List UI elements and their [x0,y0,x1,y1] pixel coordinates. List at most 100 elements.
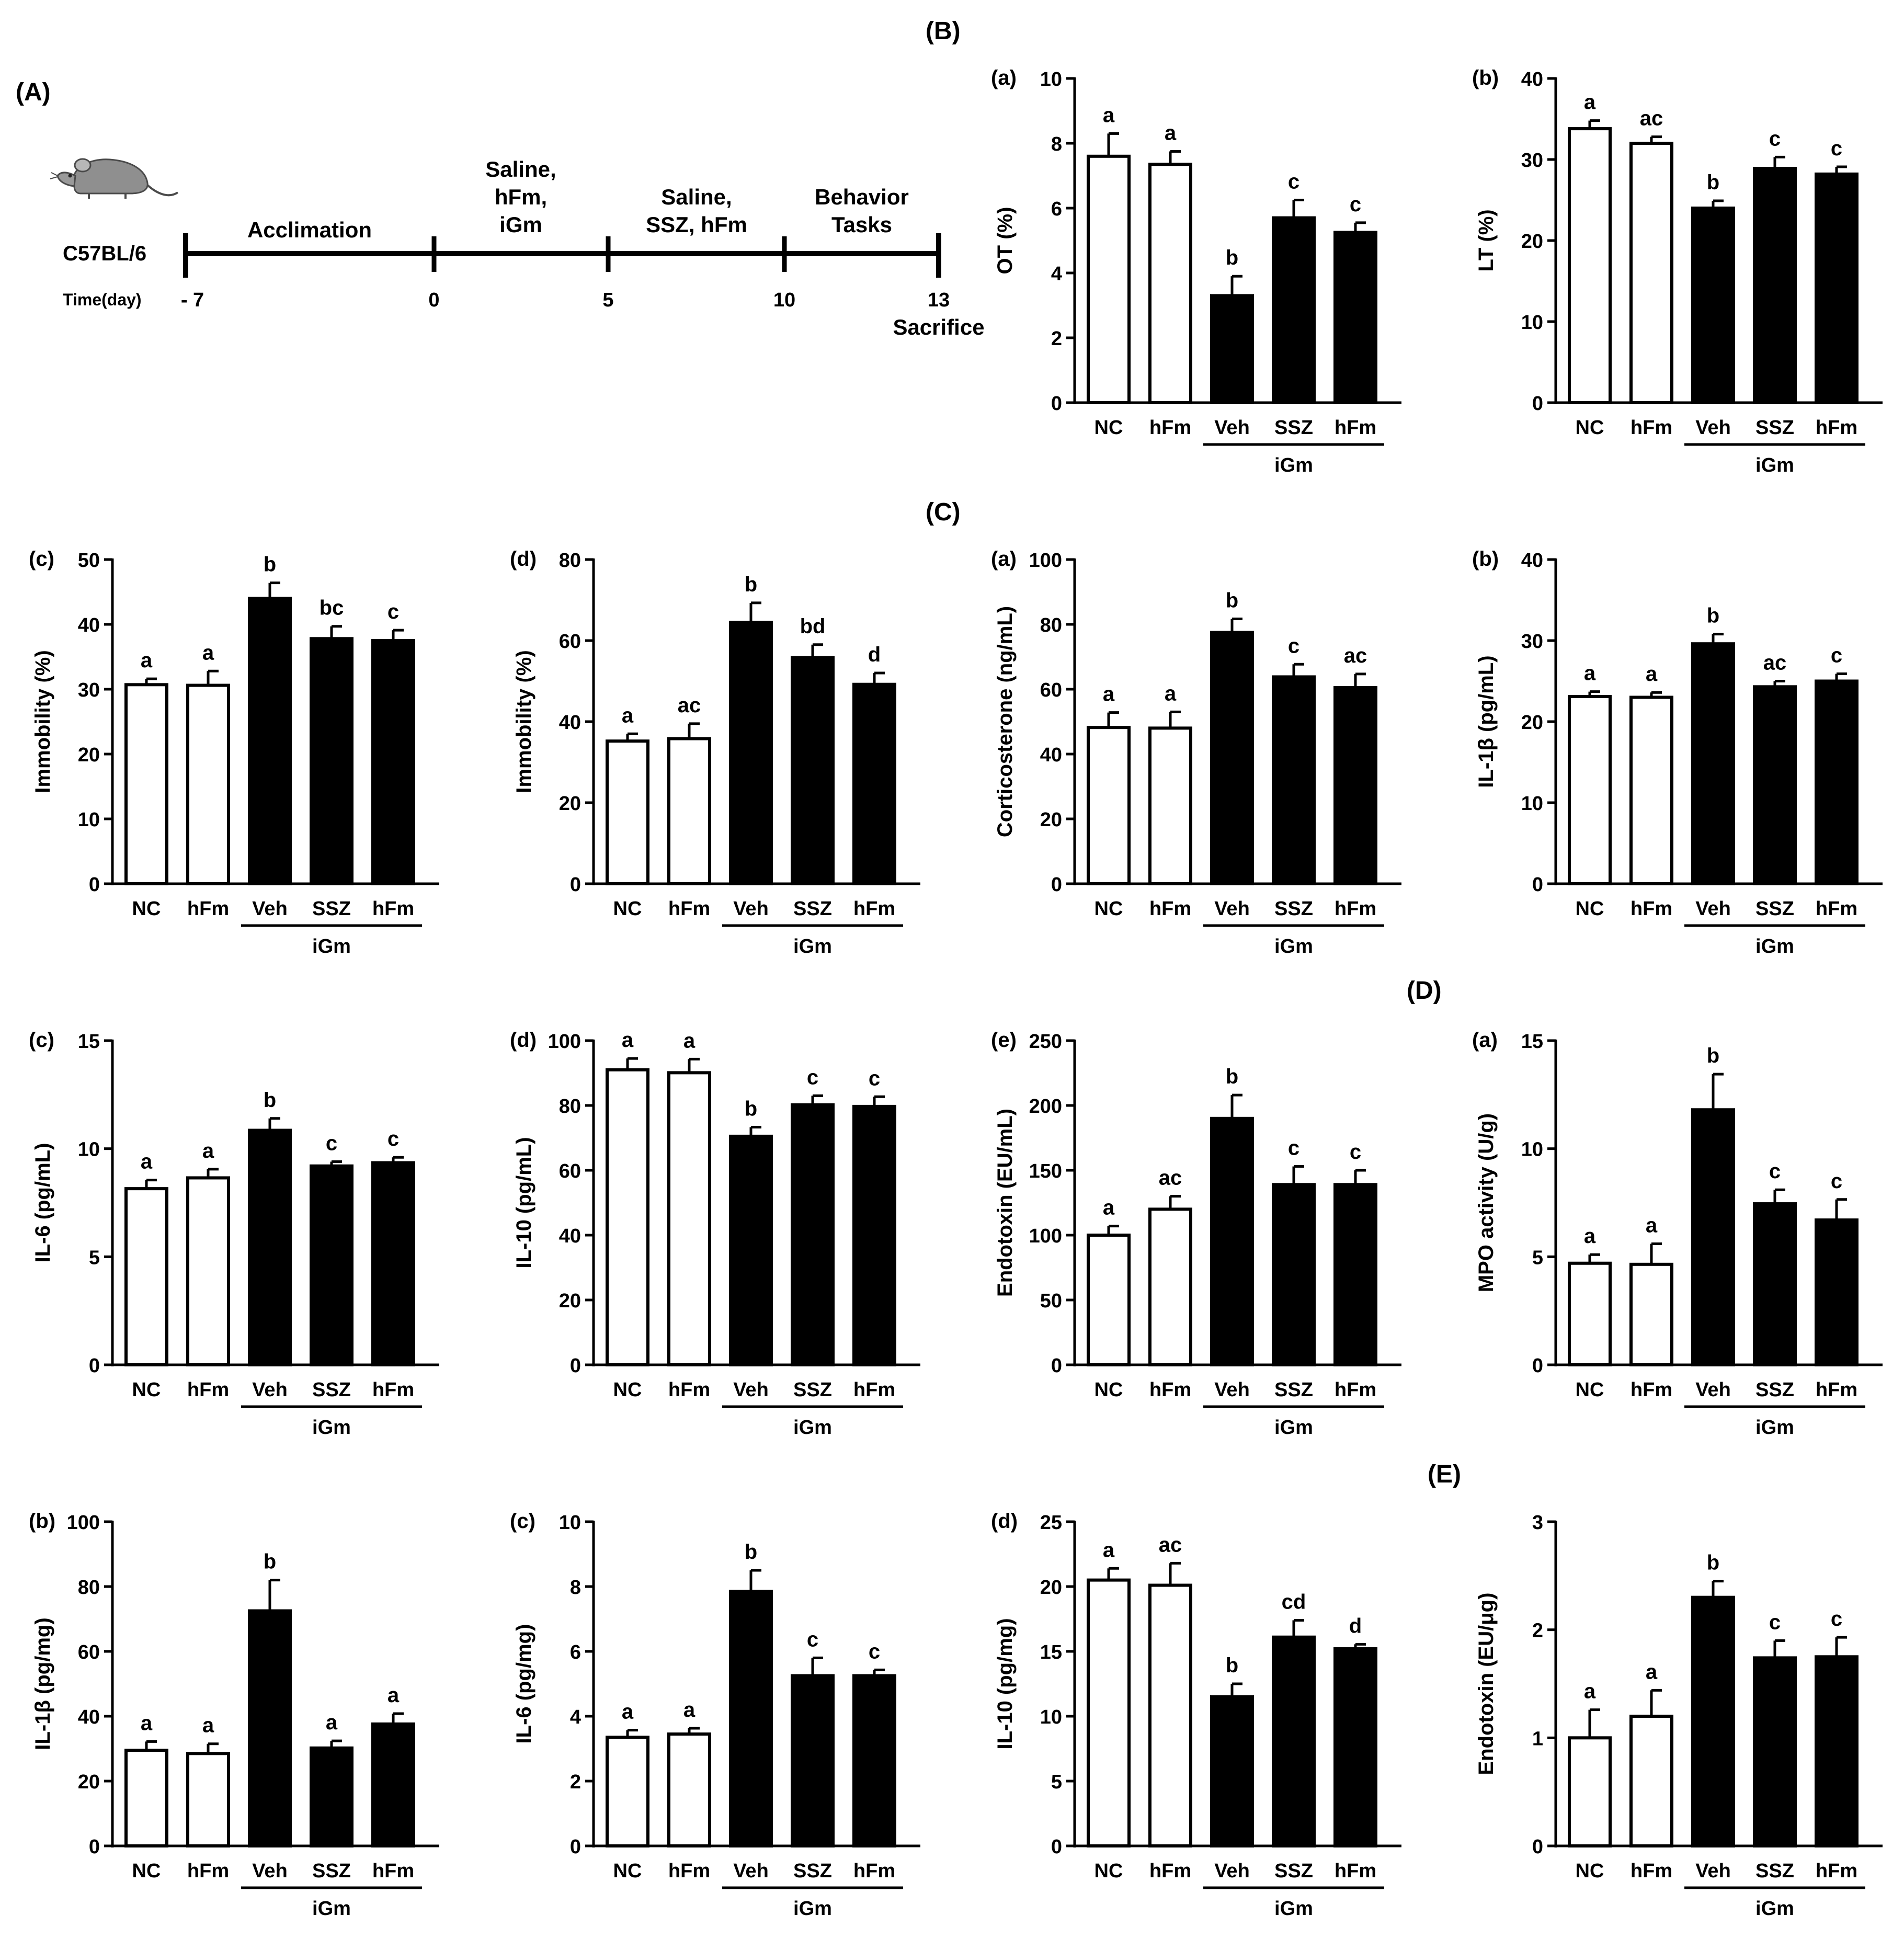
y-axis-label: Immobility (%) [512,650,535,793]
bar-chart-6: (c) 0 5 10 15 IL-6 (pg/mL) a NC a hFm b Veh c SSZ c hFm… [29,1029,439,1439]
significance-letter: a [141,1712,153,1735]
chart-sublabel: (c) [29,548,54,571]
bar [310,637,354,886]
significance-letter: c [1350,193,1361,216]
significance-letter: a [141,649,153,672]
significance-letter: a [683,1029,696,1052]
timeline: C57BL/6 Time(day) - 7 0 5 10 13 Acclimat… [50,157,985,339]
bar [124,1749,168,1848]
bar [1087,1578,1131,1848]
x-tick-label: hFm [1335,898,1376,920]
y-tick-label: 0 [1532,1836,1543,1858]
bar [186,683,230,886]
significance-letter: c [1288,170,1299,193]
bar [248,1128,292,1367]
x-tick-label: hFm [1335,1860,1376,1882]
x-tick-label: Veh [1214,1379,1250,1401]
x-tick-label: NC [1094,417,1123,439]
y-tick-label: 250 [1029,1031,1062,1053]
group-label: iGm [1274,1417,1313,1439]
y-tick-label: 5 [89,1247,100,1269]
y-tick-label: 0 [570,874,581,896]
bar [1753,685,1797,885]
x-tick-label: hFm [1816,1860,1857,1882]
x-tick-label: hFm [372,1379,414,1401]
y-tick-label: 20 [559,1290,581,1312]
y-tick-label: 40 [559,712,581,734]
significance-letter: b [1707,1552,1719,1575]
y-tick-label: 8 [1051,133,1062,155]
bar [1568,694,1612,885]
significance-letter: c [1769,1160,1781,1183]
bar [1087,726,1131,886]
x-tick-label: hFm [1149,1379,1191,1401]
significance-letter: c [869,1067,880,1090]
phase-induction-line3: iGm [499,212,542,237]
y-tick-label: 80 [78,1577,100,1599]
group-label: iGm [1755,454,1794,476]
y-axis-label: Immobility (%) [31,650,54,793]
bar [1210,1116,1254,1367]
bar [1210,1695,1254,1848]
x-tick-label: Veh [1214,417,1250,439]
sacrifice-label: Sacrifice [893,315,984,339]
bar-chart-11: (c) 0 2 4 6 8 10 IL-6 (pg/mg) a NC a hFm b Veh c SSZ c hF… [510,1510,920,1920]
y-tick-label: 20 [78,1771,100,1793]
significance-letter: a [622,1701,634,1724]
bar [1333,686,1377,886]
y-tick-label: 30 [1521,631,1543,653]
bar-chart-8: (e) 0 50 100 150 200 250 Endotoxin (EU/mL) a NC ac… [991,1029,1401,1439]
x-tick-label: hFm [372,898,414,920]
y-tick-label: 20 [559,793,581,815]
significance-letter: c [1831,137,1842,160]
significance-letter: a [622,704,634,727]
bar [1629,142,1673,404]
y-tick-label: 10 [1521,1139,1543,1161]
x-tick-label: NC [613,1860,642,1882]
y-tick-label: 60 [78,1641,100,1663]
y-tick-label: 5 [1532,1247,1543,1269]
significance-letter: d [1349,1614,1362,1637]
y-tick-label: 2 [570,1771,581,1793]
y-tick-label: 15 [1521,1031,1543,1053]
x-tick-label: hFm [853,1860,895,1882]
y-tick-label: 100 [548,1031,581,1053]
x-tick-label: hFm [668,1860,710,1882]
y-tick-label: 30 [78,679,100,701]
y-axis-label: Endotoxin (EU/mL) [994,1109,1017,1297]
significance-letter: b [745,573,757,596]
bar [1210,294,1254,405]
y-tick-label: 0 [1532,393,1543,415]
x-tick-label: NC [1576,1860,1604,1882]
x-tick-label: NC [613,898,642,920]
bar [1087,154,1131,404]
x-tick-label: hFm [1816,898,1857,920]
bar-chart-5: (b) 0 10 20 30 40 IL-1β (pg/mL) a NC a hFm b Veh ac SS… [1472,548,1883,957]
bar [371,1161,415,1367]
bar [606,739,649,885]
bar [1568,127,1612,405]
group-label: iGm [793,936,832,957]
x-tick-label: NC [132,1379,161,1401]
y-axis-label: IL-1β (pg/mL) [1475,655,1498,788]
bar [186,1176,230,1366]
y-axis-label: Endotoxin (EU/μg) [1475,1593,1498,1775]
x-tick-label: NC [1094,1860,1123,1882]
x-tick-label: hFm [1631,898,1672,920]
significance-letter: a [1103,683,1115,706]
bar-chart-3: (d) 0 20 40 60 80 Immobility (%) a NC ac hFm b Veh bd… [510,548,920,957]
x-tick-label: Veh [1695,898,1731,920]
bar [1753,1656,1797,1847]
x-tick-label: Veh [733,1379,769,1401]
x-tick-label: hFm [1149,1860,1191,1882]
phase-induction-line2: hFm, [495,185,547,209]
significance-letter: bd [800,615,826,638]
bar [1272,1635,1316,1847]
x-tick-label: NC [1094,898,1123,920]
bar-chart-9: (a) 0 5 10 15 MPO activity (U/g) a NC a hFm b Veh c S… [1472,1029,1883,1439]
x-tick-label: hFm [1335,417,1376,439]
group-label: iGm [312,1898,351,1920]
x-tick-label: Veh [733,1860,769,1882]
bar [1210,631,1254,885]
